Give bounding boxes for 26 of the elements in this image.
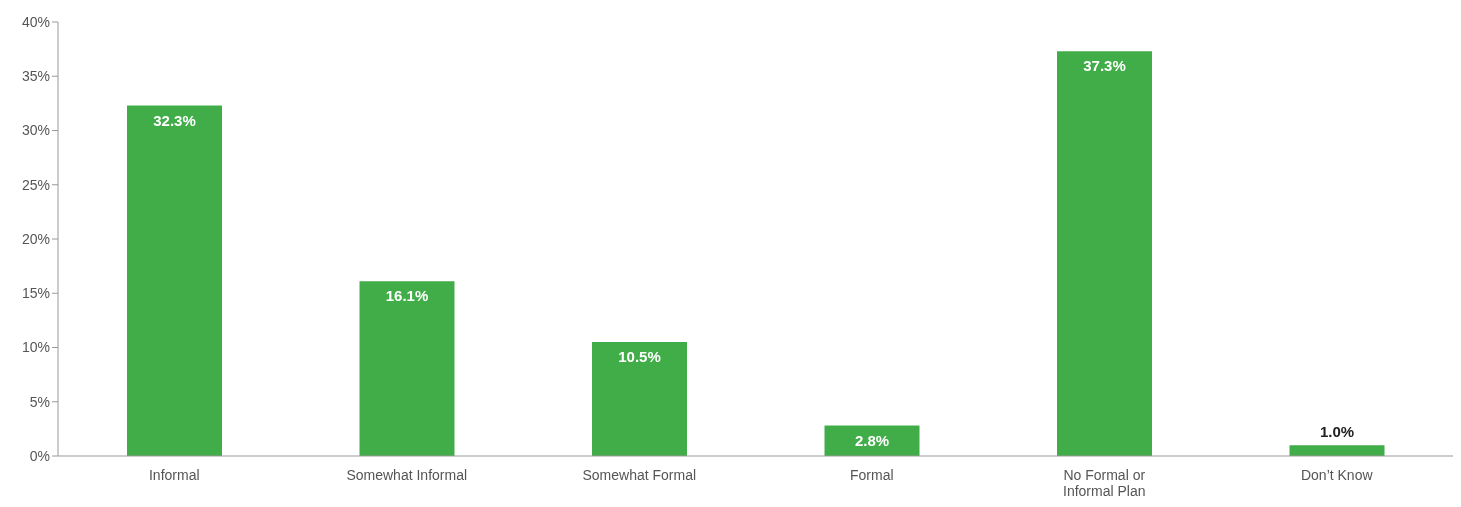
x-tick-label: Informal <box>148 466 200 483</box>
x-tick-label: No Formal or Informal Plan <box>1063 466 1146 499</box>
bar <box>359 281 455 456</box>
y-tick-label: 20% <box>21 230 50 247</box>
x-tick-label: Somewhat Formal <box>582 466 697 483</box>
y-tick-label: 35% <box>21 68 50 85</box>
y-tick-label: 10% <box>21 339 50 356</box>
x-tick-label: Don’t Know <box>1300 466 1374 483</box>
bar <box>127 105 222 456</box>
y-tick-label: 25% <box>21 176 50 193</box>
data-label: 32.3% <box>153 111 196 129</box>
data-label: 1.0% <box>1319 423 1355 441</box>
data-label: 2.8% <box>854 431 890 449</box>
y-tick-label: 15% <box>21 285 50 302</box>
bar <box>592 342 687 456</box>
data-label: 10.5% <box>618 348 661 366</box>
x-tick-label: Somewhat Informal <box>346 466 468 483</box>
y-tick-label: 30% <box>21 122 50 139</box>
data-label: 16.1% <box>385 287 429 305</box>
data-label: 37.3% <box>1083 57 1126 75</box>
y-tick-label: 0% <box>29 447 50 464</box>
x-tick-label: Formal <box>849 466 894 483</box>
y-tick-label: 40% <box>21 13 50 30</box>
bar <box>1057 51 1152 456</box>
bar <box>1289 445 1385 456</box>
y-tick-label: 5% <box>29 393 50 410</box>
